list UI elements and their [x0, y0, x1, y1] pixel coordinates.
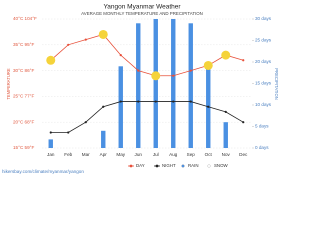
x-tick-label: Jul: [153, 152, 159, 157]
point: [137, 100, 140, 103]
point: [84, 121, 87, 124]
labels: 15°C 59°F 20°C 68°F 25°C 77°F 30°C 86°F 35°C…: [13, 16, 272, 168]
lines: [46, 29, 245, 134]
y2-tick-label: 25 days: [255, 38, 272, 43]
point: [172, 74, 175, 77]
bar: [118, 66, 123, 148]
legend-swatch: [155, 164, 159, 168]
x-tick-label: Apr: [100, 152, 108, 157]
point: [84, 38, 87, 41]
x-tick-label: May: [116, 152, 125, 157]
legend-label: NIGHT: [162, 163, 176, 168]
grid: [42, 18, 254, 149]
y-tick-label: 35°C 95°F: [13, 42, 34, 47]
legend-label: DAY: [136, 163, 145, 168]
point: [67, 131, 70, 134]
y-tick-label: 20°C 68°F: [13, 119, 34, 124]
bar: [101, 130, 106, 148]
point: [119, 100, 122, 103]
bar: [153, 19, 158, 148]
legend-swatch: [129, 164, 133, 168]
y2-tick-label: 0 days: [255, 145, 269, 150]
bar: [188, 23, 193, 148]
y2-tick-label: 10 days: [255, 102, 272, 107]
y2-axis-label: PRECIPITATION: [274, 68, 279, 100]
bar: [171, 19, 176, 148]
x-tick-label: Nov: [222, 152, 231, 157]
point: [102, 105, 105, 108]
legend-label: RAIN: [188, 163, 199, 168]
y-tick-label: 25°C 77°F: [13, 94, 34, 99]
point: [242, 121, 245, 124]
x-tick-label: Dec: [239, 152, 248, 157]
chart-subtitle: AVERAGE MONTHLY TEMPERATURE AND PRECIPIT…: [81, 11, 203, 16]
x-tick-label: Jan: [47, 152, 55, 157]
legend-label: SNOW: [214, 163, 229, 168]
y-axis-label: TEMPERATURE: [6, 68, 11, 100]
footer: hikersbay.com/climate/myanmar/yangon: [2, 169, 84, 174]
point: [119, 54, 122, 57]
y2-tick-label: 30 days: [255, 16, 272, 21]
y2-tick-label: 15 days: [255, 81, 272, 86]
line: [50, 101, 244, 133]
line: [50, 34, 244, 77]
bar: [206, 62, 211, 148]
sun-marker: [203, 60, 213, 70]
point: [242, 59, 245, 62]
point: [189, 69, 192, 72]
sun-marker: [98, 29, 108, 39]
bars: [48, 19, 228, 148]
bar: [136, 23, 141, 148]
point: [49, 131, 52, 134]
legend-swatch: [181, 164, 185, 168]
point: [137, 69, 140, 72]
point: [224, 110, 227, 113]
x-tick-label: Jun: [135, 152, 143, 157]
sun-marker: [221, 50, 231, 60]
legend-swatch: [207, 164, 211, 168]
y2-tick-label: 5 days: [255, 124, 269, 129]
bar: [223, 122, 228, 148]
sun-marker: [151, 71, 161, 81]
x-tick-label: Mar: [82, 152, 90, 157]
y-tick-label: 40°C 104°F: [13, 16, 37, 21]
point: [67, 43, 70, 46]
y2-tick-label: 20 days: [255, 59, 272, 64]
sun-marker: [46, 55, 56, 65]
y-tick-label: 30°C 86°F: [13, 68, 34, 73]
bar: [48, 139, 53, 148]
x-tick-label: Sep: [187, 152, 196, 157]
y-tick-label: 15°C 59°F: [13, 145, 34, 150]
point: [189, 100, 192, 103]
x-tick-label: Feb: [64, 152, 72, 157]
point: [154, 100, 157, 103]
point: [207, 105, 210, 108]
chart-title: Yangon Myanmar Weather: [103, 4, 181, 11]
chart: Yangon Myanmar Weather AVERAGE MONTHLY T…: [2, 4, 279, 175]
point: [172, 100, 175, 103]
x-tick-label: Oct: [205, 152, 213, 157]
x-tick-label: Aug: [169, 152, 178, 157]
